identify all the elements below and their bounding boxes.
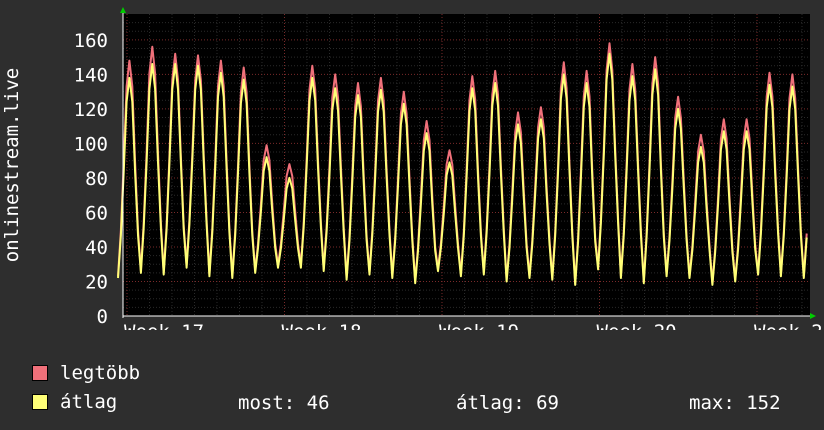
stat-average-value: 69 — [536, 392, 559, 414]
legend-label-legtobb: legtöbb — [60, 362, 141, 384]
legend-swatch-atlag — [32, 394, 48, 410]
series-lines — [117, 42, 808, 286]
x-axis-arrow — [810, 313, 816, 319]
y-tick-label: 100 — [74, 133, 108, 155]
stat-max: max: 152 — [689, 392, 781, 414]
y-tick-labels: 0 20 40 60 80 100 120 140 160 — [74, 30, 108, 328]
x-tick-label: Week 18 — [282, 321, 362, 330]
axes — [120, 7, 816, 319]
stat-now-value: 46 — [306, 392, 330, 414]
y-tick-label: 20 — [85, 271, 108, 293]
x-tick-label: Week 20 — [597, 321, 677, 330]
minor-grid — [123, 14, 810, 316]
y-tick-label: 40 — [85, 237, 108, 259]
stat-average-label: átlag: — [456, 392, 525, 414]
y-axis-arrow — [120, 7, 126, 13]
y-tick-label: 140 — [74, 64, 108, 86]
y-tick-label: 60 — [85, 202, 108, 224]
stat-average: átlag: 69 — [456, 392, 559, 414]
stat-max-label: max: — [689, 392, 735, 414]
y-tick-label: 0 — [97, 306, 108, 328]
legend-item-legtobb: legtöbb — [32, 362, 141, 384]
legend-label-atlag: átlag — [60, 391, 118, 413]
legend-swatch-legtobb — [32, 365, 48, 381]
series-line-atlag — [117, 52, 808, 286]
stat-max-value: 152 — [746, 392, 781, 414]
legend-item-atlag: átlag — [32, 391, 118, 413]
y-tick-label: 160 — [74, 30, 108, 52]
stat-now: most: 46 — [238, 392, 330, 414]
y-tick-label: 80 — [85, 168, 108, 190]
x-tick-label: Week 2 — [754, 321, 823, 330]
x-tick-label: Week 17 — [124, 321, 204, 330]
y-tick-label: 120 — [74, 99, 108, 121]
x-tick-labels: Week 17 Week 18 Week 19 Week 20 Week 2 — [124, 321, 823, 330]
x-tick-label: Week 19 — [439, 321, 519, 330]
stat-now-label: most: — [238, 392, 296, 414]
